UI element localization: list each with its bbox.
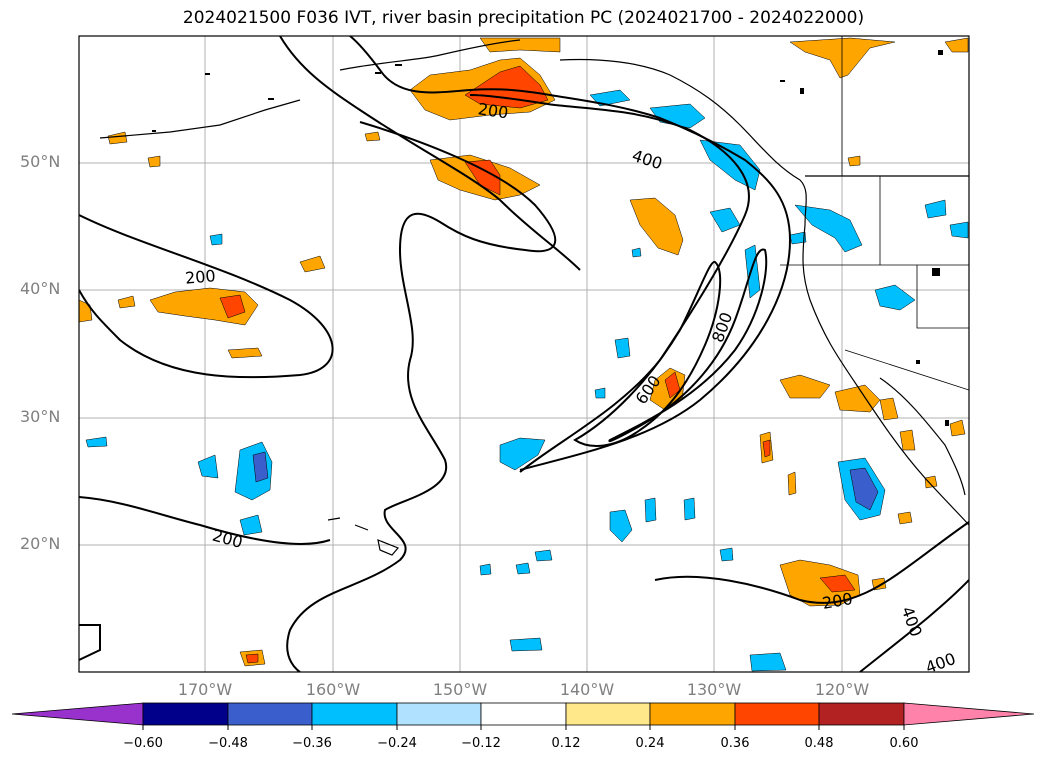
colorbar-tick-label: 0.36 [720,736,750,751]
ivt-contours [79,36,969,672]
negative-anomaly-patches [85,89,969,672]
islands [152,50,949,426]
colorbar-tick-label: 0.24 [635,736,665,751]
lat-label-30n: 30°N [20,407,61,426]
lon-label-150w: 150°W [432,680,488,699]
colorbar-tick-label: −0.24 [377,736,417,751]
lon-label-130w: 130°W [686,680,742,699]
colorbar [11,702,1035,730]
lat-label-20n: 20°N [20,534,61,553]
lon-label-120w: 120°W [814,680,870,699]
colorbar-tick-label: −0.36 [292,736,332,751]
lon-label-160w: 160°W [305,680,361,699]
map-title: 2024021500 F036 IVT, river basin precipi… [182,8,865,28]
colorbar-tick-label: −0.12 [461,736,501,751]
colorbar-tick-label: 0.12 [551,736,581,751]
colorbar-tick-label: 0.60 [889,736,919,751]
map-plot-area: 200 200 200 200 400 400 400 600 800 [79,36,969,672]
lon-label-170w: 170°W [177,680,233,699]
lat-label-50n: 50°N [20,152,61,171]
colorbar-tick-label: 0.48 [804,736,834,751]
map-frame [78,35,970,673]
contour-label-200-west: 200 [184,266,216,288]
colorbar-tick-label: −0.60 [123,736,163,751]
lat-label-40n: 40°N [20,279,61,298]
coastlines [99,36,969,556]
colorbar-tick-label: −0.48 [208,736,248,751]
contour-label-200-north: 200 [477,99,510,122]
lon-label-140w: 140°W [559,680,615,699]
